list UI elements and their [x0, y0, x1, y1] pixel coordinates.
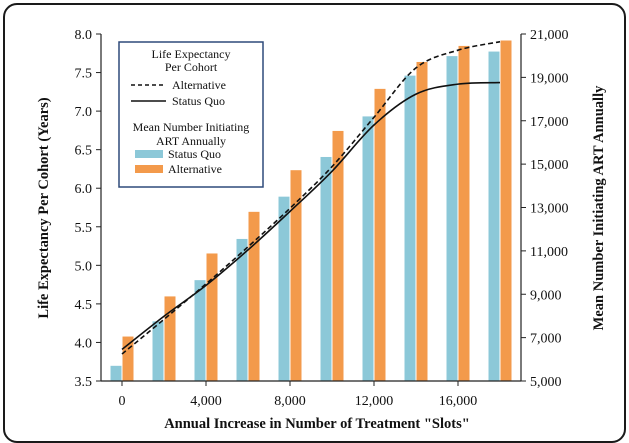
- y-right-tick-label: 19,000: [530, 71, 569, 86]
- y-right-tick-label: 7,000: [530, 332, 562, 347]
- bar-layer: [110, 40, 512, 382]
- y-left-tick-label: 7.5: [75, 67, 93, 82]
- bar-alternative: [290, 170, 302, 381]
- y-right-tick-label: 21,000: [530, 28, 569, 43]
- y-left-tick-label: 6.5: [75, 144, 93, 159]
- bar-alternative: [458, 45, 470, 381]
- y-left-tick-label: 3.5: [75, 375, 93, 390]
- bar-alternative: [500, 40, 512, 381]
- bar-status-quo: [362, 116, 374, 381]
- bar-status-quo: [446, 56, 458, 382]
- legend-alternative-bar-label: Alternative: [168, 162, 222, 176]
- legend: Life Expectancy Per Cohort Alternative S…: [118, 41, 264, 188]
- legend-status-quo-bar-label: Status Quo: [168, 147, 221, 161]
- bar-alternative: [248, 211, 260, 381]
- x-tick-label: 8,000: [274, 394, 306, 409]
- bar-status-quo: [404, 75, 416, 381]
- y-right-tick-label: 17,000: [530, 115, 569, 130]
- y-left-tick-label: 5.0: [75, 259, 93, 274]
- axes: [96, 33, 526, 386]
- legend-bar-header-2: ART Annually: [156, 134, 226, 148]
- x-tick-label: 4,000: [190, 394, 222, 409]
- y-left-tick-label: 6.0: [75, 182, 93, 197]
- y-left-tick-label: 4.5: [75, 298, 93, 313]
- bar-alternative: [332, 130, 344, 381]
- y-left-tick-label: 8.0: [75, 28, 93, 43]
- legend-status-quo-line-label: Status Quo: [172, 94, 225, 108]
- y-left-tick-label: 7.0: [75, 105, 93, 120]
- legend-alternative-bar-swatch: [135, 165, 163, 173]
- bar-status-quo: [194, 280, 206, 381]
- bar-alternative: [374, 88, 386, 381]
- y-right-tick-label: 15,000: [530, 158, 569, 173]
- legend-alternative-line-label: Alternative: [172, 78, 226, 92]
- legend-status-quo-bar-swatch: [135, 150, 163, 158]
- tick-labels: 3.5 4.0 4.5 5.0 5.5 6.0 6.5 7.0 7.5 8.0 5,000 7,000…: [75, 28, 569, 409]
- bar-alternative: [416, 61, 428, 382]
- y-right-tick-label: 9,000: [530, 288, 562, 303]
- bar-alternative: [206, 253, 218, 381]
- legend-line-header-1: Life Expectancy: [152, 47, 231, 61]
- bar-status-quo: [152, 321, 164, 381]
- x-tick-label: 12,000: [355, 394, 394, 409]
- y-right-tick-label: 11,000: [530, 245, 568, 260]
- bar-status-quo: [236, 238, 248, 381]
- y-right-tick-label: 5,000: [530, 375, 562, 390]
- y-left-tick-label: 4.0: [75, 336, 93, 351]
- y-axis-right-title: Mean Number Initiating ART Annually: [591, 85, 607, 330]
- bar-status-quo: [278, 196, 290, 381]
- line-layer: [121, 40, 501, 355]
- y-right-tick-label: 13,000: [530, 202, 569, 217]
- x-axis-title: Annual Increase in Number of Treatment "…: [164, 416, 470, 432]
- bar-status-quo: [110, 365, 122, 381]
- chart-frame: [3, 3, 626, 443]
- bar-status-quo: [320, 156, 332, 381]
- legend-box: [118, 41, 264, 188]
- y-axis-left-title: Life Expectancy Per Cohort (Years): [36, 97, 52, 318]
- y-left-tick-label: 5.5: [75, 221, 93, 236]
- legend-bar-header-1: Mean Number Initiating: [133, 120, 250, 134]
- line-status-quo: [121, 81, 501, 351]
- x-tick-label: 16,000: [439, 394, 478, 409]
- bar-status-quo: [488, 51, 500, 382]
- x-tick-label: 0: [119, 394, 126, 409]
- legend-line-header-2: Per Cohort: [165, 60, 218, 74]
- bar-alternative: [122, 336, 134, 381]
- bar-alternative: [164, 296, 176, 381]
